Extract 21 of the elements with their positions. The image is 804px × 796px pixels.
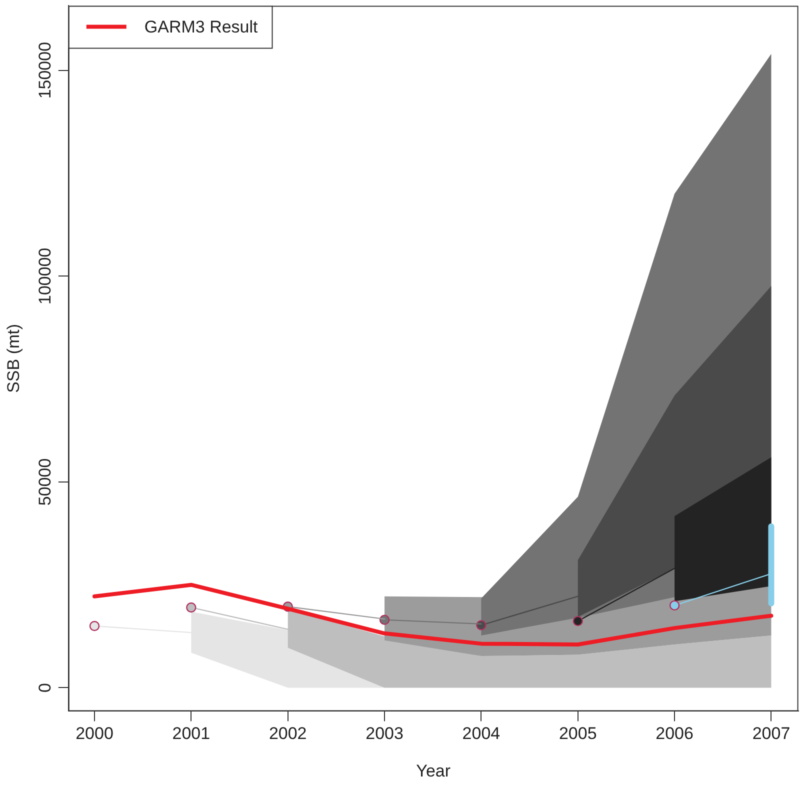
x-axis-title: Year [416, 761, 451, 780]
y-tick-label: 150000 [36, 42, 55, 99]
y-tick-label: 0 [36, 683, 55, 692]
x-tick-label: 2003 [366, 724, 404, 744]
legend-label: GARM3 Result [144, 17, 258, 36]
x-tick-label: 2000 [76, 724, 114, 744]
point [379, 614, 390, 625]
x-tick-label: 2001 [172, 724, 210, 744]
point [476, 620, 486, 630]
point [89, 620, 100, 632]
point [669, 600, 680, 611]
point [572, 616, 583, 626]
x-tick-label: 2007 [752, 724, 790, 744]
y-tick-label: 50000 [36, 458, 55, 506]
x-tick-label: 2002 [268, 724, 307, 744]
point [186, 602, 196, 613]
y-tick-label: 100000 [36, 248, 55, 304]
x-tick-label: 2006 [656, 724, 694, 744]
x-tick-label: 2005 [558, 724, 597, 744]
x-tick-label: 2004 [462, 724, 500, 744]
y-axis-title: SSB (mt) [4, 324, 23, 393]
